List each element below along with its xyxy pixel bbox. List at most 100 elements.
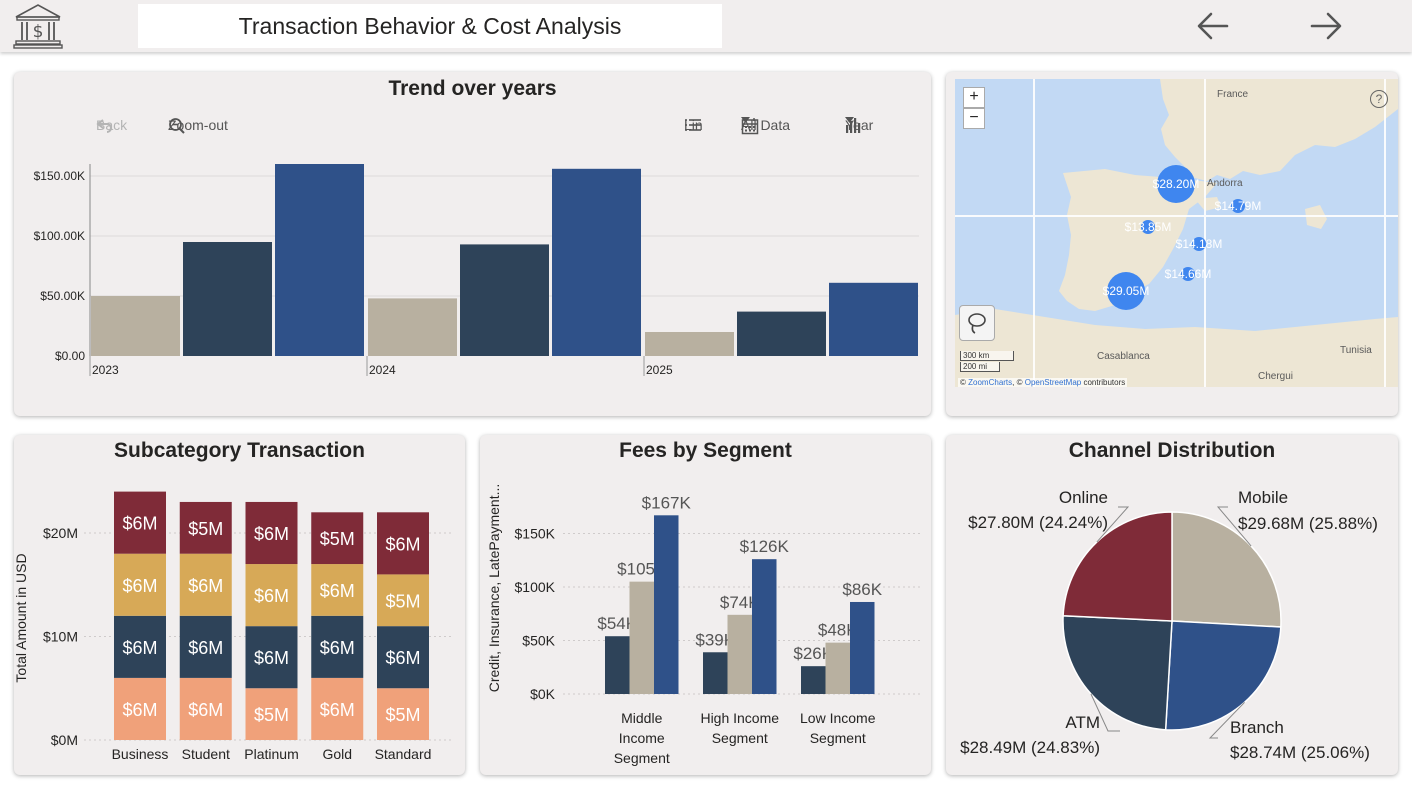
data-label: $5M bbox=[385, 591, 420, 611]
all-data-dropdown[interactable]: All Data bbox=[741, 117, 790, 135]
stack-segment bbox=[377, 574, 429, 627]
scale-mi: 200 mi bbox=[960, 362, 1000, 372]
data-label: $48K bbox=[818, 621, 858, 640]
leader-line bbox=[1208, 701, 1245, 739]
data-label: $5M bbox=[320, 529, 355, 549]
year-dropdown[interactable]: Year bbox=[845, 117, 873, 133]
data-label: $5M bbox=[188, 519, 223, 539]
page-title: Transaction Behavior & Cost Analysis bbox=[138, 4, 722, 48]
slice-name-label: Online bbox=[1059, 488, 1108, 507]
fees-bar bbox=[703, 652, 728, 694]
place-label: Casablanca bbox=[1097, 351, 1150, 362]
map-bubble[interactable] bbox=[1107, 272, 1145, 310]
stack-segment bbox=[311, 677, 364, 740]
data-label: $6M bbox=[122, 576, 157, 596]
map-attribution: © ZoomCharts, © OpenStreetMap contributo… bbox=[958, 378, 1128, 387]
back-arrow-icon[interactable] bbox=[1193, 6, 1233, 46]
stack-segment bbox=[245, 626, 298, 689]
stack-segment bbox=[114, 491, 166, 554]
bar-chart-icon bbox=[846, 118, 861, 133]
subcategory-title: Subcategory Transaction bbox=[114, 439, 365, 462]
map-zoom-in-button[interactable]: + bbox=[963, 87, 985, 108]
y-tick-label: $50.00K bbox=[40, 289, 85, 303]
stack-segment bbox=[245, 564, 298, 627]
map-bubble[interactable] bbox=[1157, 165, 1195, 203]
data-label: $6M bbox=[320, 581, 355, 601]
data-label: $6M bbox=[254, 648, 289, 668]
x-tick-label: Middle Income Segment bbox=[614, 710, 670, 766]
leader-line bbox=[1096, 506, 1130, 543]
data-label: $54K bbox=[597, 614, 637, 633]
slice-name-label: Branch bbox=[1230, 718, 1284, 737]
map-view[interactable]: + − ? 300 km 200 mi © ZoomCharts, © Open… bbox=[955, 79, 1398, 387]
subcategory-card: Subcategory Transaction $0M $10M $20M Total… bbox=[14, 435, 465, 775]
zoom-out-button[interactable]: Zoom-out bbox=[168, 117, 228, 134]
y-tick-label: $20M bbox=[43, 525, 78, 541]
channel-card: Channel Distribution Mobile Branch ATM Onli… bbox=[946, 435, 1398, 775]
help-icon[interactable]: ? bbox=[1370, 90, 1388, 108]
data-label: $86K bbox=[842, 580, 882, 599]
attr-suffix: contributors bbox=[1083, 378, 1126, 387]
x-tick-label: Standard bbox=[375, 746, 432, 762]
map-bubble-label: $29.05M bbox=[1102, 284, 1150, 298]
trend-bar bbox=[460, 244, 549, 356]
back-label: Back bbox=[96, 117, 128, 133]
fees-bar bbox=[727, 614, 752, 694]
map-bubble-label: $14.18M bbox=[1175, 237, 1223, 251]
svg-text:$: $ bbox=[33, 22, 44, 42]
trend-bar bbox=[552, 168, 641, 356]
trend-card: Trend over years Back Zoom-out Lin All D… bbox=[14, 72, 931, 416]
osm-link[interactable]: OpenStreetMap bbox=[1024, 378, 1082, 387]
lasso-select-button[interactable] bbox=[959, 305, 995, 341]
linear-scale-button[interactable]: Lin bbox=[684, 117, 703, 133]
forward-arrow-icon[interactable] bbox=[1306, 6, 1346, 46]
trend-chart: $0.00 $50.00K $100.00K $150.00K 2023 2024 2025 bbox=[34, 164, 919, 377]
trend-bar bbox=[737, 311, 826, 356]
slice-value-label: $29.68M (25.88%) bbox=[1238, 514, 1378, 533]
x-tick-label: Low Income Segment bbox=[800, 710, 876, 746]
fees-bar bbox=[654, 515, 679, 694]
stack-segment bbox=[179, 677, 232, 740]
data-label: $26K bbox=[793, 644, 833, 663]
x-tick-label: 2024 bbox=[369, 363, 396, 377]
stack-segment bbox=[377, 688, 429, 740]
fees-card: Fees by Segment $0K $50K $100K $150K Credit,… bbox=[480, 435, 931, 775]
x-tick-label: Gold bbox=[322, 746, 352, 762]
stack-segment bbox=[245, 501, 298, 565]
x-tick-label: 2025 bbox=[646, 363, 673, 377]
data-label: $6M bbox=[122, 514, 157, 534]
data-label: $6M bbox=[188, 638, 223, 658]
stack-segment bbox=[179, 615, 232, 678]
trend-bar bbox=[829, 282, 918, 356]
zoomcharts-link[interactable]: ZoomCharts bbox=[968, 378, 1013, 387]
y-axis-title: Total Amount in USD bbox=[14, 553, 29, 682]
data-label: $6M bbox=[320, 700, 355, 720]
attr-prefix: © bbox=[960, 378, 966, 387]
trend-bar bbox=[91, 296, 180, 356]
data-label: $6M bbox=[122, 638, 157, 658]
slice-name-label: Mobile bbox=[1238, 488, 1288, 507]
data-label: $6M bbox=[188, 700, 223, 720]
stack-segment bbox=[114, 677, 166, 740]
map-bubble[interactable] bbox=[1181, 267, 1195, 281]
back-button[interactable]: Back bbox=[96, 117, 127, 133]
data-label: $167K bbox=[642, 493, 692, 512]
slice-value-label: $28.49M (24.83%) bbox=[960, 738, 1100, 757]
caret-down-icon bbox=[741, 117, 750, 123]
map-bubble[interactable] bbox=[1141, 220, 1155, 234]
map-bubble[interactable] bbox=[1192, 237, 1206, 251]
stack-segment bbox=[114, 615, 166, 678]
stack-segment bbox=[245, 688, 298, 740]
x-tick-label: Student bbox=[182, 746, 230, 762]
x-tick-label: High Income Segment bbox=[700, 710, 779, 746]
place-label: France bbox=[1217, 89, 1249, 100]
map-bubble[interactable] bbox=[1231, 199, 1245, 213]
fees-bar bbox=[629, 581, 654, 694]
stack-segment bbox=[311, 512, 364, 565]
x-tick-label: Platinum bbox=[244, 746, 298, 762]
lasso-icon bbox=[968, 313, 986, 334]
map-zoom-out-button[interactable]: − bbox=[963, 108, 985, 129]
y-tick-label: $10M bbox=[43, 629, 78, 645]
y-tick-label: $0K bbox=[530, 686, 556, 702]
trend-bar bbox=[183, 242, 272, 356]
